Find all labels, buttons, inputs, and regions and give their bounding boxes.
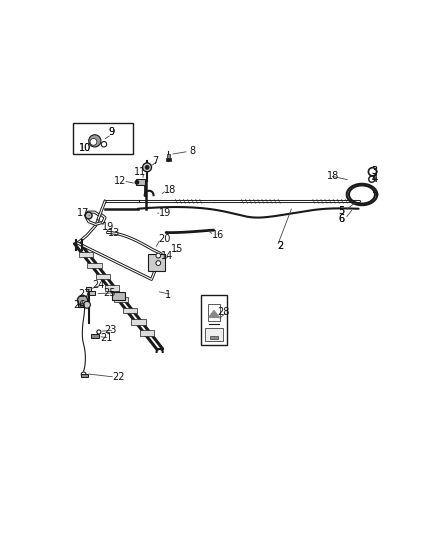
Bar: [78, 252, 93, 257]
Text: 3: 3: [371, 166, 378, 176]
Text: 1: 1: [166, 289, 172, 300]
Text: 23: 23: [105, 325, 117, 335]
Circle shape: [145, 165, 149, 169]
Text: 20: 20: [158, 233, 170, 244]
Circle shape: [90, 139, 97, 146]
Circle shape: [97, 330, 101, 334]
Text: 4: 4: [371, 174, 378, 184]
Text: 5: 5: [339, 206, 345, 216]
Text: 9: 9: [109, 127, 115, 138]
Text: 26: 26: [73, 301, 85, 311]
Bar: [131, 319, 146, 325]
Circle shape: [156, 261, 161, 265]
Circle shape: [135, 181, 138, 184]
Text: 14: 14: [161, 251, 173, 261]
Text: 25: 25: [103, 288, 116, 298]
Circle shape: [78, 295, 88, 305]
Text: 5: 5: [339, 206, 345, 216]
Text: 27: 27: [78, 288, 91, 298]
Text: 10: 10: [79, 143, 92, 153]
Text: 4: 4: [371, 174, 378, 184]
Bar: [210, 336, 219, 340]
Text: 10: 10: [79, 143, 92, 153]
Text: 18: 18: [327, 171, 339, 181]
Bar: [166, 158, 171, 160]
Bar: [92, 334, 99, 338]
Circle shape: [101, 142, 107, 147]
Text: 19: 19: [159, 208, 171, 218]
Text: 22: 22: [112, 372, 125, 382]
Bar: [87, 263, 102, 268]
Text: 11: 11: [134, 167, 146, 177]
Text: 19: 19: [102, 222, 114, 232]
Text: 12: 12: [114, 176, 126, 186]
Bar: [113, 292, 125, 301]
Text: 18: 18: [164, 185, 176, 195]
Bar: [135, 179, 145, 185]
Text: 2: 2: [277, 241, 284, 252]
Text: 24: 24: [92, 280, 104, 290]
Bar: [148, 254, 165, 271]
Text: 21: 21: [100, 333, 113, 343]
Text: 9: 9: [109, 127, 115, 138]
Bar: [123, 308, 137, 313]
Bar: [205, 328, 223, 341]
Circle shape: [81, 372, 86, 377]
Text: 3: 3: [371, 166, 378, 176]
Text: 8: 8: [189, 147, 195, 156]
Bar: [74, 123, 133, 154]
Bar: [114, 296, 128, 302]
Text: 13: 13: [108, 228, 120, 238]
Text: 7: 7: [152, 156, 158, 166]
Text: 28: 28: [218, 306, 230, 317]
Bar: [140, 330, 155, 336]
Bar: [96, 274, 110, 279]
Circle shape: [88, 135, 101, 147]
Bar: [81, 374, 88, 377]
Text: 16: 16: [212, 230, 224, 239]
Circle shape: [84, 302, 90, 308]
Text: 2: 2: [277, 241, 284, 252]
Text: 6: 6: [339, 214, 345, 224]
Bar: [208, 304, 220, 321]
Bar: [86, 287, 91, 291]
Circle shape: [368, 168, 377, 176]
Bar: [105, 285, 119, 291]
Circle shape: [85, 212, 92, 219]
Bar: [78, 300, 87, 307]
Text: 15: 15: [171, 245, 183, 254]
Bar: [201, 295, 227, 344]
Bar: [167, 154, 170, 158]
Circle shape: [156, 253, 161, 258]
Text: 17: 17: [78, 208, 90, 218]
Circle shape: [369, 176, 375, 182]
Text: 6: 6: [339, 214, 345, 224]
Circle shape: [143, 163, 152, 172]
Polygon shape: [209, 311, 219, 317]
Bar: [88, 291, 95, 295]
